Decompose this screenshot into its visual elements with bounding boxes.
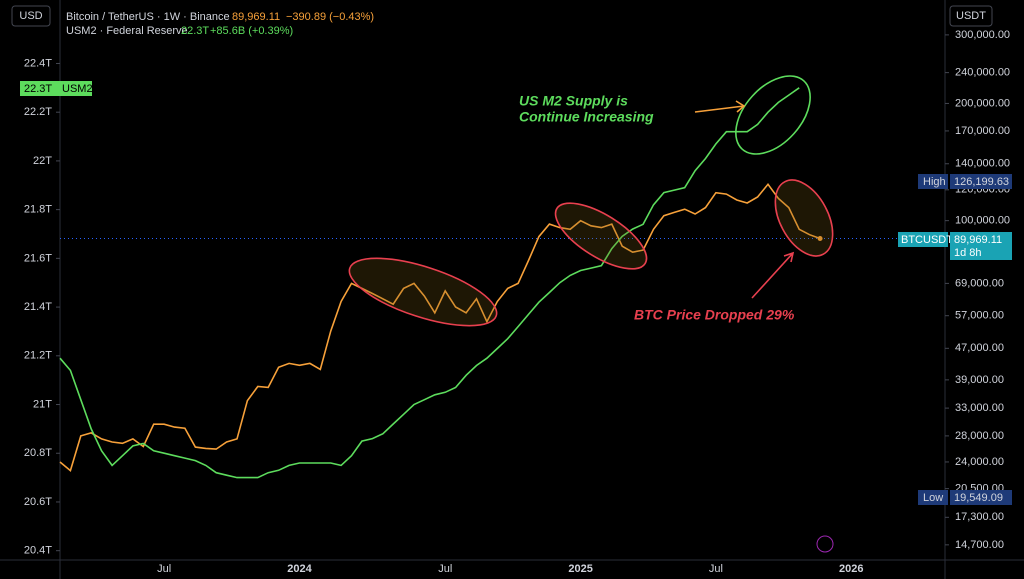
tag-text: USM2 [62, 83, 93, 95]
annotation: Continue Increasing [519, 109, 654, 125]
y2-axis-unit: USDT [956, 10, 986, 22]
y2-tick-label: 17,300.00 [955, 511, 1004, 523]
series-line [59, 87, 800, 479]
tag [918, 490, 948, 505]
y-tick-label: 20.8T [24, 447, 52, 459]
axis-unit-box [11, 5, 51, 27]
y-tick-label: 21.4T [24, 301, 52, 313]
legend-name: USM2 · Federal Reserve [66, 25, 188, 37]
series-line [59, 182, 821, 472]
highlight-ellipse [735, 75, 811, 155]
y2-tick-label: 100,000.00 [955, 215, 1010, 227]
plot: 20.4T 20.6T 20.8T 21T 21.2T 21.4T 21.6T 21.8T 22… [24, 29, 1010, 575]
highlight-ellipse [348, 257, 498, 327]
x-tick-label: 2026 [839, 563, 863, 575]
y-tick-label: 21.2T [24, 350, 52, 362]
y-tick-label: 22.2T [24, 106, 52, 118]
legend-value: 89,969.11 [232, 11, 280, 23]
y2-tick-label: 300,000.00 [955, 29, 1010, 41]
highlight-ellipse [774, 179, 834, 257]
x-tick-label: 2025 [568, 563, 592, 575]
tag-text: 19,549.09 [954, 492, 1003, 504]
y2-tick-label: 140,000.00 [955, 158, 1010, 170]
event-icon[interactable] [816, 535, 834, 553]
y2-tick-label: 24,000.00 [955, 456, 1004, 468]
y2-tick-label: 170,000.00 [955, 125, 1010, 137]
x-tick-label: 2024 [287, 563, 312, 575]
arrow [694, 100, 746, 113]
y-tick-label: 21.8T [24, 204, 52, 216]
y-axis-unit: USD [19, 10, 42, 22]
y2-tick-label: 240,000.00 [955, 67, 1010, 79]
y-tick-label: 20.4T [24, 545, 52, 557]
legend-change: −390.89 (−0.43%) [286, 11, 374, 23]
y2-tick-label: 28,000.00 [955, 430, 1004, 442]
y2-tick-label: 33,000.00 [955, 402, 1004, 414]
y-tick-label: 22T [33, 155, 52, 167]
tag-text: BTCUSDT [901, 234, 953, 246]
legend-value: 22.3T [181, 25, 209, 37]
y2-tick-label: 200,000.00 [955, 97, 1010, 109]
axis-unit-box [949, 5, 993, 27]
y-tick-label: 22.4T [24, 57, 52, 69]
y-tick-label: 21T [33, 398, 52, 410]
y2-tick-label: 57,000.00 [955, 310, 1004, 322]
tag-text: 22.3T [24, 83, 52, 95]
tag [950, 174, 1012, 189]
y2-tick-label: 69,000.00 [955, 277, 1004, 289]
annotation: BTC Price Dropped 29% [634, 307, 795, 323]
legend-name: Bitcoin / TetherUS · 1W · Binance [66, 11, 230, 23]
arrow [751, 251, 795, 299]
tag [898, 232, 948, 247]
y-tick-label: 20.6T [24, 496, 52, 508]
tag [918, 174, 948, 189]
highlight-ellipse [554, 202, 648, 270]
y-tick-label: 21.6T [24, 252, 52, 264]
annotation-shapes [348, 75, 834, 327]
tag-text: 89,969.11 [954, 234, 1002, 246]
y2-tick-label: 47,000.00 [955, 342, 1004, 354]
tag-text: High [923, 176, 946, 188]
tag-text: 126,199.63 [954, 176, 1009, 188]
x-tick-label: Jul [157, 563, 171, 575]
legend-change: +85.6B (+0.39%) [210, 25, 293, 37]
tag-text: 1d 8h [954, 247, 982, 259]
x-tick-label: Jul [709, 563, 723, 575]
tag [950, 232, 1012, 260]
y2-tick-label: 14,700.00 [955, 539, 1004, 551]
tag-text: Low [923, 492, 943, 504]
annotation: US M2 Supply is [519, 93, 628, 109]
tag [950, 490, 1012, 505]
x-tick-label: Jul [438, 563, 452, 575]
tag [20, 81, 92, 96]
y2-tick-label: 39,000.00 [955, 374, 1004, 386]
